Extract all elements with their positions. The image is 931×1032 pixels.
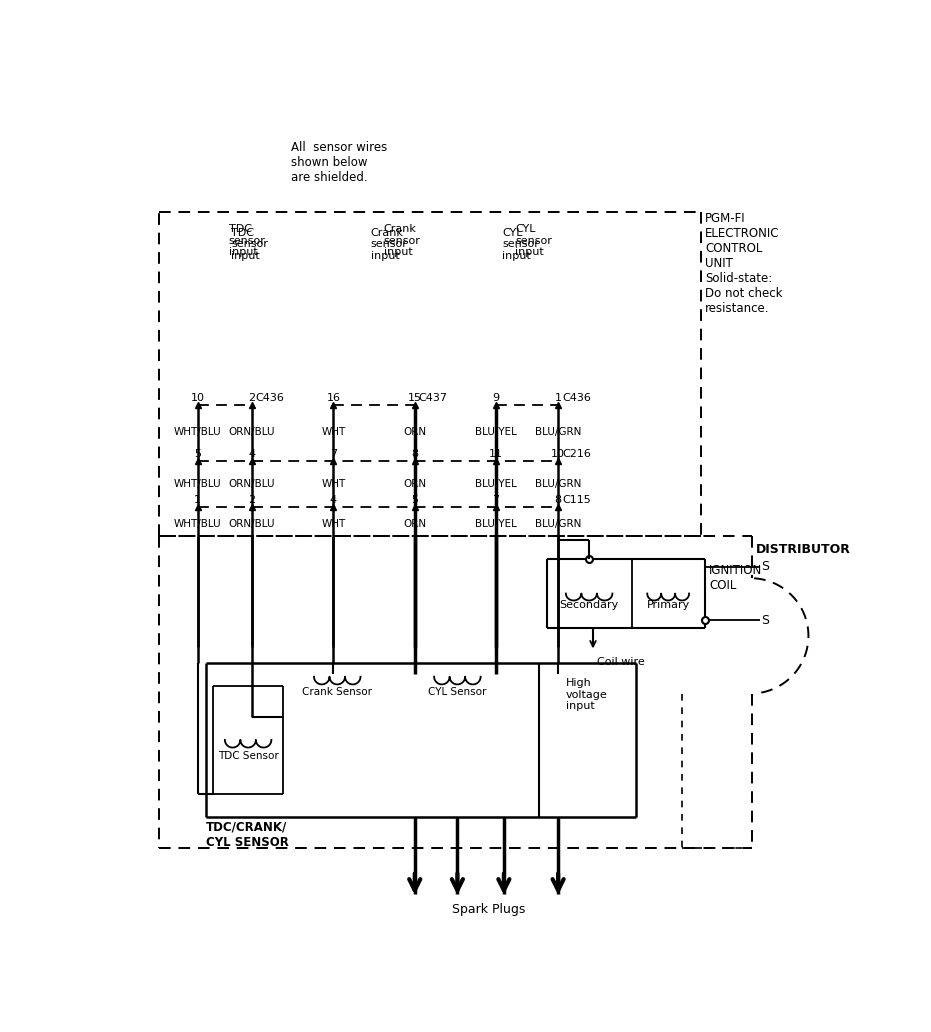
Text: All  sensor wires
shown below
are shielded.: All sensor wires shown below are shielde… <box>290 140 387 184</box>
Text: Crank Sensor: Crank Sensor <box>303 687 372 698</box>
Text: ORN: ORN <box>403 519 426 529</box>
Text: WHT: WHT <box>321 427 345 437</box>
Text: 7: 7 <box>492 495 500 505</box>
Text: Secondary: Secondary <box>560 600 619 610</box>
Text: C437: C437 <box>419 392 448 402</box>
Text: 7: 7 <box>330 449 337 459</box>
Text: 10: 10 <box>191 392 205 402</box>
Text: CYL
sensor
input: CYL sensor input <box>503 228 539 261</box>
Text: S: S <box>762 614 769 627</box>
Text: 8: 8 <box>555 495 561 505</box>
Text: TDC Sensor: TDC Sensor <box>218 751 278 762</box>
Text: S: S <box>762 560 769 573</box>
Text: 1: 1 <box>195 495 201 505</box>
Text: Coil wire: Coil wire <box>597 657 644 668</box>
Text: BLU/YEL: BLU/YEL <box>475 427 517 437</box>
Text: High
voltage
input: High voltage input <box>566 678 608 711</box>
Text: BLU/YEL: BLU/YEL <box>475 479 517 489</box>
Text: ORN/BLU: ORN/BLU <box>229 479 276 489</box>
Text: CYL
sensor
input: CYL sensor input <box>516 224 552 257</box>
Text: TDC/CRANK/
CYL SENSOR: TDC/CRANK/ CYL SENSOR <box>206 820 289 848</box>
Text: 8: 8 <box>412 449 418 459</box>
Text: 4: 4 <box>249 449 256 459</box>
Text: CYL Sensor: CYL Sensor <box>428 687 487 698</box>
Text: C436: C436 <box>562 392 591 402</box>
Text: Spark Plugs: Spark Plugs <box>452 903 525 916</box>
Text: 2: 2 <box>249 495 256 505</box>
Text: ORN: ORN <box>403 479 426 489</box>
Text: Crank
sensor
input: Crank sensor input <box>384 224 421 257</box>
Text: 10: 10 <box>551 449 565 459</box>
Text: BLU/YEL: BLU/YEL <box>475 519 517 529</box>
Text: Crank
sensor
input: Crank sensor input <box>371 228 408 261</box>
Text: 9: 9 <box>492 392 500 402</box>
Text: ORN: ORN <box>403 427 426 437</box>
Text: TDC
sensor
input: TDC sensor input <box>229 224 265 257</box>
Text: WHT/BLU: WHT/BLU <box>174 519 222 529</box>
Text: ORN/BLU: ORN/BLU <box>229 427 276 437</box>
Text: WHT/BLU: WHT/BLU <box>174 479 222 489</box>
Text: IGNITION
COIL: IGNITION COIL <box>709 565 762 592</box>
Text: PGM-FI
ELECTRONIC
CONTROL
UNIT
Solid-state:
Do not check
resistance.: PGM-FI ELECTRONIC CONTROL UNIT Solid-sta… <box>706 213 783 316</box>
Text: C115: C115 <box>562 495 591 505</box>
Text: Primary: Primary <box>646 600 690 610</box>
Text: 5: 5 <box>412 495 418 505</box>
Text: WHT: WHT <box>321 479 345 489</box>
Text: 1: 1 <box>555 392 561 402</box>
Text: DISTRIBUTOR: DISTRIBUTOR <box>756 544 851 556</box>
Text: 2: 2 <box>249 392 256 402</box>
Text: 15: 15 <box>408 392 422 402</box>
Text: C436: C436 <box>256 392 285 402</box>
Text: 16: 16 <box>327 392 341 402</box>
Text: TDC
sensor
input: TDC sensor input <box>231 228 268 261</box>
Text: 5: 5 <box>195 449 201 459</box>
Text: C216: C216 <box>562 449 591 459</box>
Text: BLU/GRN: BLU/GRN <box>535 479 581 489</box>
Text: 4: 4 <box>330 495 337 505</box>
Text: WHT/BLU: WHT/BLU <box>174 427 222 437</box>
Text: 11: 11 <box>489 449 503 459</box>
Text: ORN/BLU: ORN/BLU <box>229 519 276 529</box>
Text: BLU/GRN: BLU/GRN <box>535 519 581 529</box>
Text: WHT: WHT <box>321 519 345 529</box>
Text: BLU/GRN: BLU/GRN <box>535 427 581 437</box>
